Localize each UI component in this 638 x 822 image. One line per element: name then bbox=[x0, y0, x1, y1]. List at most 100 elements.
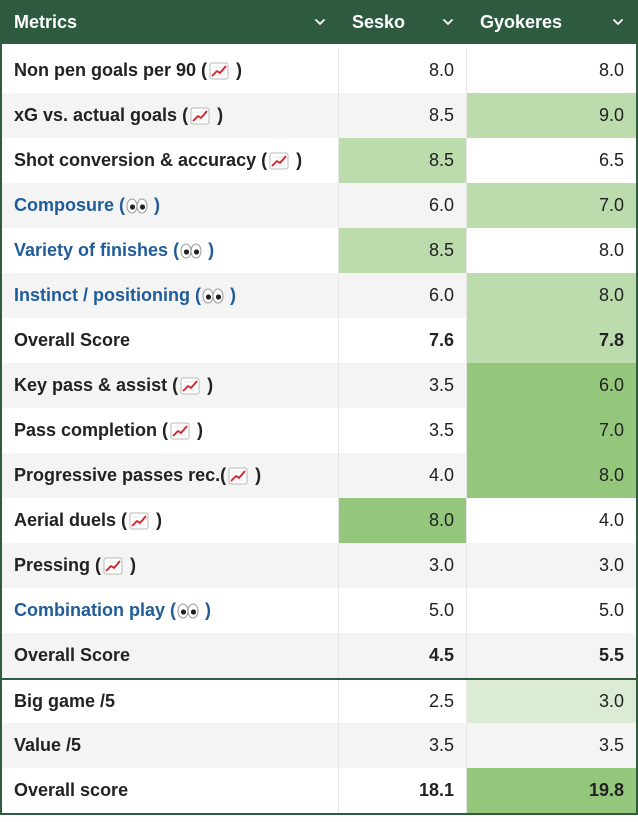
paren-open: ( bbox=[220, 465, 227, 485]
metric-label: Value /5 bbox=[2, 723, 338, 768]
metric-text: Pressing bbox=[14, 555, 91, 575]
metric-label: Progressive passes rec.( ) bbox=[2, 453, 338, 498]
sesko-score: 5.0 bbox=[338, 588, 466, 633]
gyokeres-score: 6.0 bbox=[466, 363, 636, 408]
chart-up-icon bbox=[207, 61, 231, 81]
paren-close: ) bbox=[203, 240, 215, 260]
sesko-score: 8.5 bbox=[338, 93, 466, 138]
gyokeres-score: 8.0 bbox=[466, 453, 636, 498]
paren-open: ( bbox=[189, 285, 201, 305]
column-header-label: Sesko bbox=[352, 11, 406, 32]
paren-close: ) bbox=[224, 285, 236, 305]
metric-label: Overall Score bbox=[2, 633, 338, 678]
metric-text: Composure bbox=[14, 195, 115, 215]
gyokeres-score: 7.0 bbox=[466, 183, 636, 228]
sesko-score: 8.5 bbox=[338, 138, 466, 183]
table-row: Composure ( ) 6.0 7.0 bbox=[2, 183, 636, 228]
metric-text: Combination play bbox=[14, 600, 166, 620]
paren-open: ( bbox=[165, 600, 177, 620]
metric-label: Overall Score bbox=[2, 318, 338, 363]
paren-close: ) bbox=[291, 150, 303, 170]
gyokeres-score: 8.0 bbox=[466, 228, 636, 273]
table-row: Non pen goals per 90 ( ) 8.0 8.0 bbox=[2, 48, 636, 93]
gyokeres-score: 3.5 bbox=[466, 723, 636, 768]
chart-up-icon bbox=[168, 421, 192, 441]
table-row: Variety of finishes ( ) 8.5 8.0 bbox=[2, 228, 636, 273]
paren-close: ) bbox=[151, 510, 163, 530]
metric-text: Aerial duels bbox=[14, 510, 117, 530]
sesko-score: 3.0 bbox=[338, 543, 466, 588]
metric-label: Pressing ( ) bbox=[2, 543, 338, 588]
column-header-metrics[interactable]: Metrics bbox=[2, 0, 338, 44]
paren-close: ) bbox=[125, 555, 137, 575]
chevron-down-icon[interactable] bbox=[612, 16, 624, 28]
eyes-icon bbox=[201, 286, 225, 306]
metric-text: Overall Score bbox=[14, 330, 131, 350]
metric-text: Pass completion bbox=[14, 420, 158, 440]
metric-label: Non pen goals per 90 ( ) bbox=[2, 48, 338, 93]
paren-close: ) bbox=[212, 105, 224, 125]
metric-text: xG vs. actual goals bbox=[14, 105, 178, 125]
sesko-score: 3.5 bbox=[338, 723, 466, 768]
table-row: Pressing ( ) 3.0 3.0 bbox=[2, 543, 636, 588]
table-row: xG vs. actual goals ( ) 8.5 9.0 bbox=[2, 93, 636, 138]
column-header-sesko[interactable]: Sesko bbox=[338, 0, 466, 44]
metric-text: Progressive passes rec. bbox=[14, 465, 221, 485]
metric-label: Pass completion ( ) bbox=[2, 408, 338, 453]
sesko-score: 8.0 bbox=[338, 498, 466, 543]
chart-up-icon bbox=[178, 376, 202, 396]
paren-close: ) bbox=[149, 195, 161, 215]
metric-text: Overall score bbox=[14, 780, 129, 800]
metric-text: Variety of finishes bbox=[14, 240, 169, 260]
metric-link[interactable]: Combination play ( ) bbox=[2, 588, 338, 633]
gyokeres-score: 7.8 bbox=[466, 318, 636, 363]
metric-text: Value /5 bbox=[14, 735, 82, 755]
sesko-score: 6.0 bbox=[338, 183, 466, 228]
column-header-label: Metrics bbox=[14, 11, 78, 32]
sesko-score: 8.0 bbox=[338, 48, 466, 93]
chart-up-icon bbox=[127, 511, 151, 531]
table-row: Progressive passes rec.( ) 4.0 8.0 bbox=[2, 453, 636, 498]
paren-open: ( bbox=[90, 555, 102, 575]
table-row: Overall Score 4.5 5.5 bbox=[2, 633, 636, 678]
chevron-down-icon[interactable] bbox=[442, 16, 454, 28]
table-row: Overall Score 7.6 7.8 bbox=[2, 318, 636, 363]
metric-text: Big game /5 bbox=[14, 691, 116, 711]
metric-link[interactable]: Instinct / positioning ( ) bbox=[2, 273, 338, 318]
gyokeres-score: 8.0 bbox=[466, 48, 636, 93]
sesko-score: 4.0 bbox=[338, 453, 466, 498]
paren-open: ( bbox=[157, 420, 169, 440]
metric-label: Overall score bbox=[2, 768, 338, 813]
metric-label: Big game /5 bbox=[2, 680, 338, 723]
table-body: Non pen goals per 90 ( ) 8.0 8.0 xG vs. act… bbox=[2, 48, 636, 813]
chart-up-icon bbox=[267, 151, 291, 171]
paren-close: ) bbox=[250, 465, 262, 485]
table-header: Metrics Sesko Gyokeres bbox=[2, 0, 636, 48]
gyokeres-score: 5.5 bbox=[466, 633, 636, 678]
gyokeres-score: 7.0 bbox=[466, 408, 636, 453]
column-header-gyokeres[interactable]: Gyokeres bbox=[466, 0, 636, 44]
metric-label: xG vs. actual goals ( ) bbox=[2, 93, 338, 138]
table-row: Pass completion ( ) 3.5 7.0 bbox=[2, 408, 636, 453]
sesko-score: 2.5 bbox=[338, 680, 466, 723]
paren-close: ) bbox=[231, 60, 243, 80]
table-row: Shot conversion & accuracy ( ) 8.5 6.5 bbox=[2, 138, 636, 183]
gyokeres-score: 6.5 bbox=[466, 138, 636, 183]
metric-label: Key pass & assist ( ) bbox=[2, 363, 338, 408]
chevron-down-icon[interactable] bbox=[314, 16, 326, 28]
paren-open: ( bbox=[177, 105, 189, 125]
sesko-score: 7.6 bbox=[338, 318, 466, 363]
sesko-score: 3.5 bbox=[338, 408, 466, 453]
paren-close: ) bbox=[200, 600, 212, 620]
chart-up-icon bbox=[101, 556, 125, 576]
paren-open: ( bbox=[167, 375, 179, 395]
gyokeres-score: 19.8 bbox=[466, 768, 636, 813]
sesko-score: 6.0 bbox=[338, 273, 466, 318]
metric-link[interactable]: Variety of finishes ( ) bbox=[2, 228, 338, 273]
gyokeres-score: 5.0 bbox=[466, 588, 636, 633]
metric-text: Shot conversion & accuracy bbox=[14, 150, 257, 170]
chart-up-icon bbox=[188, 106, 212, 126]
sesko-score: 8.5 bbox=[338, 228, 466, 273]
metric-link[interactable]: Composure ( ) bbox=[2, 183, 338, 228]
